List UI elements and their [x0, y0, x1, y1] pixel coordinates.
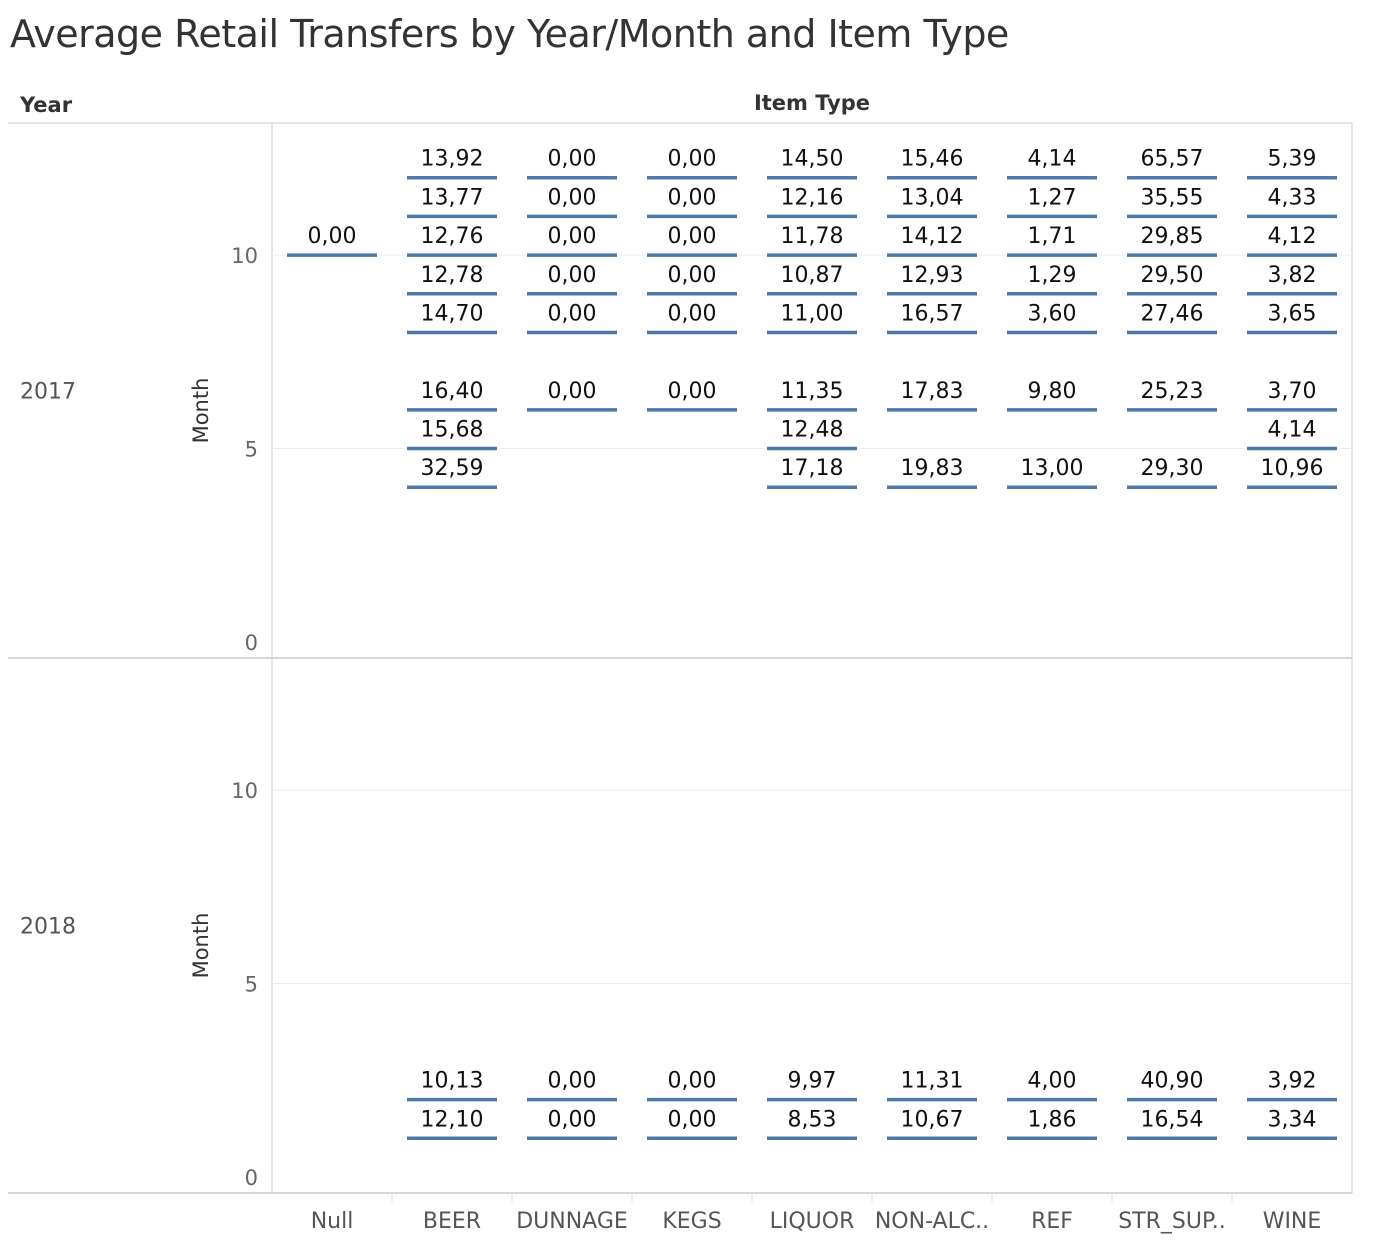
category-label: LIQUOR — [770, 1209, 855, 1234]
data-label: 1,27 — [1028, 185, 1077, 210]
data-label: 1,86 — [1028, 1107, 1077, 1132]
data-label: 0,00 — [668, 224, 717, 249]
data-label: 0,00 — [668, 301, 717, 326]
data-label: 11,00 — [781, 301, 844, 326]
category-label: Null — [311, 1209, 354, 1234]
data-label: 10,67 — [901, 1107, 964, 1132]
data-label: 10,13 — [421, 1069, 484, 1094]
category-label: DUNNAGE — [516, 1209, 628, 1234]
data-label: 0,00 — [668, 1107, 717, 1132]
category-label: NON-ALC.. — [875, 1209, 989, 1234]
data-label: 12,78 — [421, 263, 484, 288]
month-axis-title: Month — [189, 913, 213, 979]
data-label: 10,96 — [1261, 456, 1324, 481]
data-label: 4,33 — [1268, 185, 1317, 210]
data-label: 25,23 — [1141, 379, 1204, 404]
data-label: 0,00 — [548, 147, 597, 172]
data-label: 0,00 — [548, 185, 597, 210]
data-label: 12,48 — [781, 418, 844, 443]
data-label: 3,65 — [1268, 301, 1317, 326]
data-label: 12,76 — [421, 224, 484, 249]
y-tick-label: 0 — [245, 631, 258, 655]
data-label: 10,87 — [781, 263, 844, 288]
data-label: 17,83 — [901, 379, 964, 404]
data-label: 9,97 — [788, 1069, 837, 1094]
data-label: 0,00 — [548, 379, 597, 404]
data-label: 14,50 — [781, 147, 844, 172]
data-label: 16,40 — [421, 379, 484, 404]
data-label: 3,70 — [1268, 379, 1317, 404]
data-label: 15,68 — [421, 418, 484, 443]
category-label: REF — [1031, 1209, 1073, 1234]
data-label: 13,04 — [901, 185, 964, 210]
category-label: STR_SUP.. — [1118, 1209, 1226, 1234]
data-label: 11,35 — [781, 379, 844, 404]
category-label: BEER — [423, 1209, 481, 1234]
y-tick-label: 10 — [231, 779, 258, 803]
data-label: 0,00 — [668, 1069, 717, 1094]
data-label: 27,46 — [1141, 301, 1204, 326]
data-label: 3,60 — [1028, 301, 1077, 326]
data-label: 14,12 — [901, 224, 964, 249]
data-label: 0,00 — [668, 147, 717, 172]
data-label: 65,57 — [1141, 147, 1204, 172]
chart-title: Average Retail Transfers by Year/Month a… — [10, 12, 1009, 56]
data-label: 0,00 — [308, 224, 357, 249]
item-type-header: Item Type — [754, 91, 870, 115]
data-label: 11,31 — [901, 1069, 964, 1094]
data-label: 17,18 — [781, 456, 844, 481]
data-label: 13,92 — [421, 147, 484, 172]
data-label: 0,00 — [548, 1069, 597, 1094]
y-tick-label: 0 — [245, 1166, 258, 1190]
data-label: 12,16 — [781, 185, 844, 210]
y-tick-label: 5 — [245, 438, 258, 462]
data-label: 3,92 — [1268, 1069, 1317, 1094]
category-label: KEGS — [662, 1209, 721, 1234]
data-label: 1,29 — [1028, 263, 1077, 288]
data-label: 40,90 — [1141, 1069, 1204, 1094]
data-label: 16,57 — [901, 301, 964, 326]
data-label: 29,50 — [1141, 263, 1204, 288]
data-label: 29,30 — [1141, 456, 1204, 481]
data-label: 35,55 — [1141, 185, 1204, 210]
data-label: 0,00 — [668, 379, 717, 404]
data-label: 4,00 — [1028, 1069, 1077, 1094]
data-label: 13,00 — [1021, 456, 1084, 481]
data-label: 12,10 — [421, 1107, 484, 1132]
data-label: 4,14 — [1028, 147, 1077, 172]
data-label: 5,39 — [1268, 147, 1317, 172]
data-label: 14,70 — [421, 301, 484, 326]
data-label: 0,00 — [548, 301, 597, 326]
data-label: 4,12 — [1268, 224, 1317, 249]
data-label: 0,00 — [548, 263, 597, 288]
data-label: 0,00 — [668, 185, 717, 210]
month-axis-title: Month — [189, 378, 213, 444]
data-label: 12,93 — [901, 263, 964, 288]
data-label: 13,77 — [421, 185, 484, 210]
year-header: Year — [19, 93, 73, 117]
data-label: 16,54 — [1141, 1107, 1204, 1132]
category-label: WINE — [1263, 1209, 1322, 1234]
y-tick-label: 5 — [245, 973, 258, 997]
y-tick-label: 10 — [231, 244, 258, 268]
data-label: 1,71 — [1028, 224, 1077, 249]
data-label: 8,53 — [788, 1107, 837, 1132]
data-label: 4,14 — [1268, 418, 1317, 443]
data-label: 0,00 — [548, 224, 597, 249]
data-label: 15,46 — [901, 147, 964, 172]
year-label: 2018 — [20, 915, 76, 940]
data-label: 19,83 — [901, 456, 964, 481]
data-label: 11,78 — [781, 224, 844, 249]
data-label: 0,00 — [668, 263, 717, 288]
data-label: 32,59 — [421, 456, 484, 481]
year-label: 2017 — [20, 380, 76, 405]
data-label: 9,80 — [1028, 379, 1077, 404]
data-label: 29,85 — [1141, 224, 1204, 249]
data-label: 3,82 — [1268, 263, 1317, 288]
data-label: 0,00 — [548, 1107, 597, 1132]
data-label: 3,34 — [1268, 1107, 1317, 1132]
